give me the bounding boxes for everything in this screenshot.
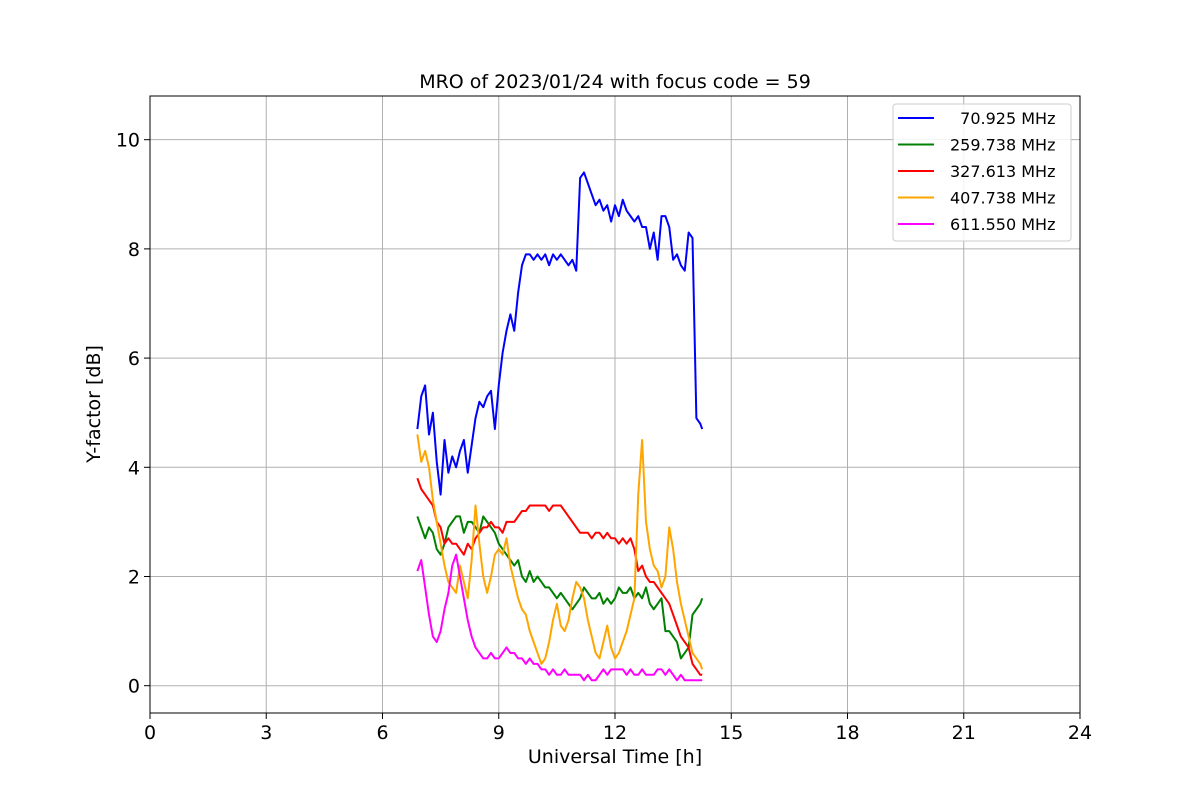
legend-box [892, 103, 1072, 242]
x-tick-label: 9 [493, 722, 505, 744]
x-tick-label: 24 [1068, 722, 1092, 744]
x-tick-label: 12 [603, 722, 627, 744]
chart-title: MRO of 2023/01/24 with focus code = 59 [419, 71, 811, 93]
x-tick-label: 0 [144, 722, 156, 744]
x-tick-label: 15 [719, 722, 743, 744]
y-tick-label: 8 [128, 239, 140, 261]
y-axis-label: Y-factor [dB] [83, 345, 105, 464]
y-tick-label: 2 [128, 566, 140, 588]
y-tick-label: 4 [128, 457, 140, 479]
x-tick-label: 21 [952, 722, 976, 744]
legend-label-2: 259.738 MHz [950, 136, 1055, 155]
series-line-2 [416, 515, 704, 660]
series-line-5 [416, 553, 703, 682]
y-tick-label: 0 [128, 676, 140, 698]
series-lines [416, 171, 704, 682]
series-line-1 [416, 171, 704, 496]
legend-label-3: 327.613 MHz [950, 162, 1055, 181]
legend: 70.925 MHz 259.738 MHz 327.613 MHz 407.738 … [892, 103, 1072, 242]
series-line-3 [416, 477, 703, 676]
legend-label-5: 611.550 MHz [950, 215, 1055, 234]
legend-label-1: 70.925 MHz [950, 109, 1055, 128]
x-tick-label: 3 [260, 722, 272, 744]
legend-label-4: 407.738 MHz [950, 189, 1055, 208]
x-axis-label: Universal Time [h] [528, 746, 702, 768]
x-tick-label: 6 [376, 722, 388, 744]
y-tick-label: 10 [116, 130, 140, 152]
series-line-4 [416, 434, 704, 670]
y-tick-label: 6 [128, 348, 140, 370]
x-tick-label: 18 [835, 722, 859, 744]
